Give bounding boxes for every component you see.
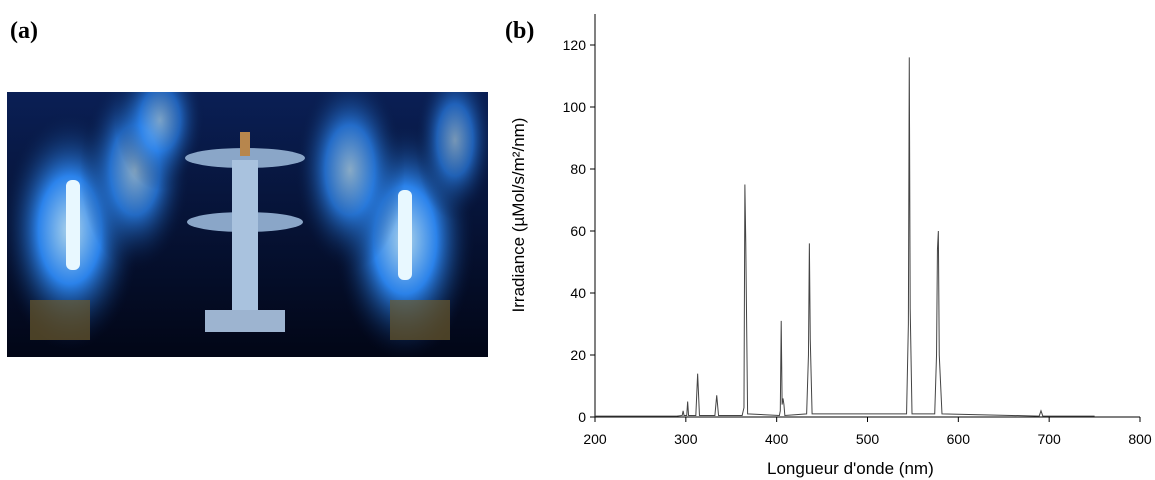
y-tick-label: 0 <box>578 409 586 425</box>
x-tick-label: 700 <box>1037 431 1061 447</box>
y-tick-label: 60 <box>570 223 586 239</box>
panel-label: (b) <box>505 18 534 44</box>
x-tick-label: 400 <box>765 431 789 447</box>
spectrum-chart: Longueur d'onde (nm) Irradiance (µMol/s/… <box>509 14 1152 478</box>
x-tick-label: 300 <box>674 431 698 447</box>
y-tick-label: 20 <box>570 347 586 363</box>
x-tick-label: 600 <box>947 431 971 447</box>
x-tick-label: 800 <box>1128 431 1152 447</box>
y-tick-label: 80 <box>570 161 586 177</box>
lamp-photo <box>7 92 488 357</box>
panel-label: (a) <box>10 18 38 44</box>
y-axis-label: Irradiance (µMol/s/m²/nm) <box>509 118 528 313</box>
x-tick-label: 500 <box>856 431 880 447</box>
x-tick-label: 200 <box>583 431 607 447</box>
y-tick-label: 40 <box>570 285 586 301</box>
spectrum-line <box>595 57 1095 417</box>
x-axis-label: Longueur d'onde (nm) <box>767 459 934 478</box>
y-tick-label: 100 <box>563 99 587 115</box>
y-tick-label: 120 <box>563 37 587 53</box>
